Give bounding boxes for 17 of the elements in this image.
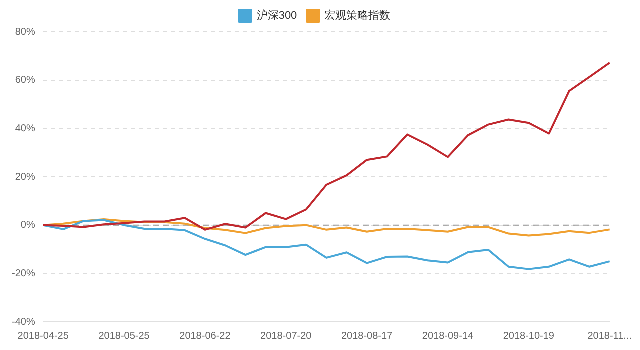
y-tick-label: -20% <box>12 268 36 280</box>
legend-label: 宏观策略指数 <box>324 9 391 22</box>
x-tick-label: 2018-04-25 <box>18 330 70 342</box>
x-tick-label: 2018-08-17 <box>341 330 394 342</box>
y-tick-label: 20% <box>15 172 36 183</box>
y-tick-label: -40% <box>12 316 36 328</box>
x-tick-label: 2018-07-20 <box>260 330 312 342</box>
legend-label: 沪深300 <box>256 9 298 22</box>
y-tick-label: 0% <box>20 220 36 232</box>
y-tick-label: 40% <box>15 123 36 134</box>
x-tick-label: 2018-10-19 <box>503 330 555 342</box>
x-tick-label: 2018-06-22 <box>180 330 232 342</box>
x-tick-label: 2018-09-14 <box>422 330 474 342</box>
y-tick-label: 80% <box>15 26 36 38</box>
x-tick-label: 2018-05-25 <box>98 330 150 342</box>
y-tick-label: 60% <box>15 75 36 86</box>
x-tick-label: 2018-11... <box>588 330 632 342</box>
